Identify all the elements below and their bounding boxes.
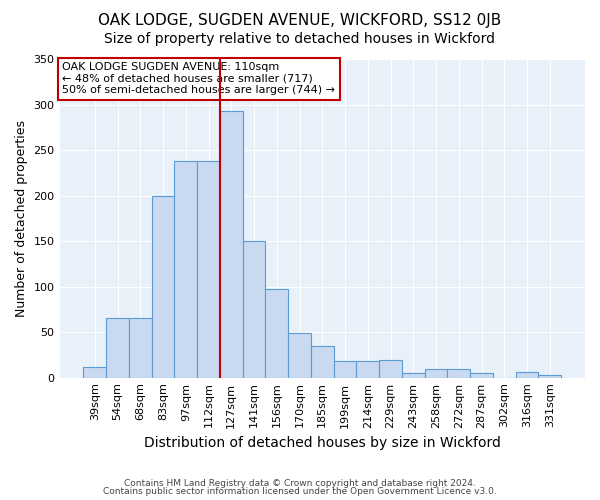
Bar (402, 373, 425, 378)
Bar (425, 370, 448, 378)
Bar (129, 318, 152, 378)
Bar (538, 375, 561, 378)
Bar (515, 372, 538, 378)
Bar (106, 318, 129, 378)
X-axis label: Distribution of detached houses by size in Wickford: Distribution of detached houses by size … (144, 436, 501, 450)
Bar (448, 370, 470, 378)
Bar (265, 290, 288, 378)
Bar (379, 360, 402, 378)
Bar (197, 161, 220, 378)
Text: OAK LODGE SUGDEN AVENUE: 110sqm
← 48% of detached houses are smaller (717)
50% o: OAK LODGE SUGDEN AVENUE: 110sqm ← 48% of… (62, 62, 335, 96)
Bar (288, 333, 311, 378)
Bar (470, 373, 493, 378)
Text: OAK LODGE, SUGDEN AVENUE, WICKFORD, SS12 0JB: OAK LODGE, SUGDEN AVENUE, WICKFORD, SS12… (98, 12, 502, 28)
Text: Size of property relative to detached houses in Wickford: Size of property relative to detached ho… (104, 32, 496, 46)
Bar (152, 196, 175, 378)
Bar (242, 241, 265, 378)
Bar (334, 362, 356, 378)
Y-axis label: Number of detached properties: Number of detached properties (15, 120, 28, 317)
Bar (83, 367, 106, 378)
Bar (220, 111, 242, 378)
Text: Contains HM Land Registry data © Crown copyright and database right 2024.: Contains HM Land Registry data © Crown c… (124, 478, 476, 488)
Text: Contains public sector information licensed under the Open Government Licence v3: Contains public sector information licen… (103, 487, 497, 496)
Bar (175, 161, 197, 378)
Bar (356, 362, 379, 378)
Bar (311, 346, 334, 378)
